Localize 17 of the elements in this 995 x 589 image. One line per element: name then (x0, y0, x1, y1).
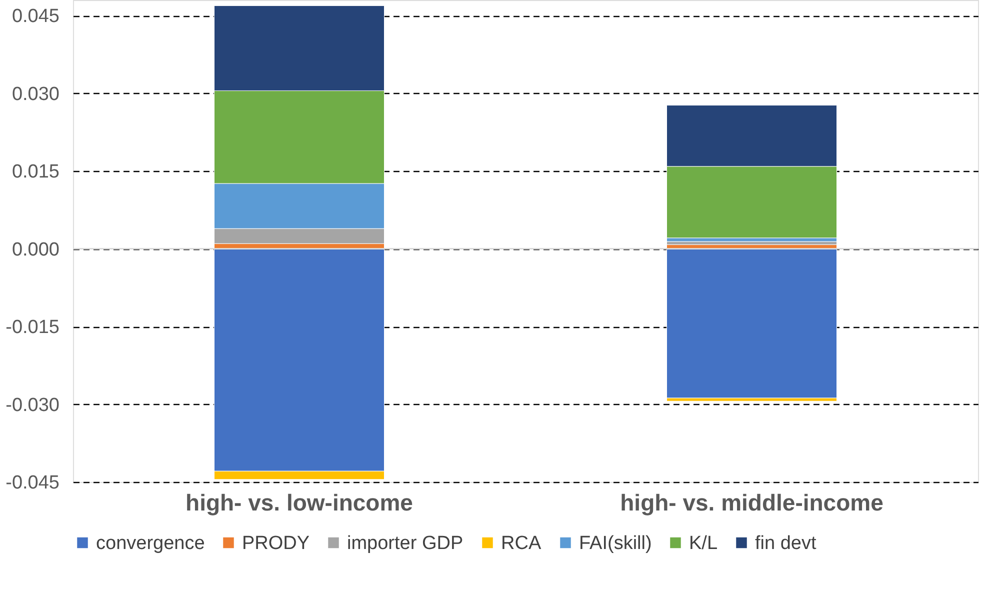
y-tick-label: -0.030 (6, 394, 60, 416)
bar (666, 248, 837, 398)
y-tick-label: 0.030 (12, 84, 60, 105)
x-tick-label: high- vs. middle-income (620, 490, 884, 516)
legend-label: PRODY (242, 532, 310, 554)
y-tick-label: -0.015 (6, 317, 60, 338)
legend-label: K/L (689, 532, 718, 554)
y-tick-label: 0.015 (12, 162, 60, 183)
y-tick-label: -0.045 (6, 472, 60, 494)
legend-label: importer GDP (347, 532, 464, 554)
legend-label: convergence (96, 532, 205, 554)
x-tick-label: high- vs. low-income (186, 490, 413, 516)
y-tick-label: 0.045 (12, 6, 60, 28)
legend-label: fin devt (755, 532, 817, 554)
legend-label: FAI(skill) (579, 532, 652, 554)
y-tick-label: 0.000 (12, 239, 60, 260)
legend-label: RCA (501, 532, 542, 554)
